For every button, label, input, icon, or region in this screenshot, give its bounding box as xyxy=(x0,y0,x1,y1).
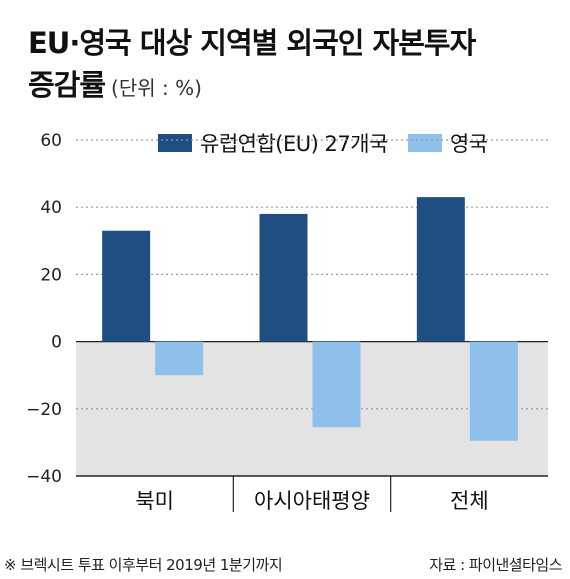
legend-label-eu: 유럽연합(EU) 27개국 xyxy=(200,132,388,156)
chart-title: EU·영국 대상 지역별 외국인 자본투자 증감률 (단위 : %) xyxy=(28,22,476,109)
y-tick-label: −20 xyxy=(26,400,62,420)
footnote: ※ 브렉시트 투표 이후부터 2019년 1분기까지 xyxy=(4,556,283,574)
bar-eu-2 xyxy=(416,197,465,342)
source-credit: 자료 : 파이낸셜타임스 xyxy=(429,556,562,574)
y-tick-label: 0 xyxy=(51,333,62,353)
legend-item-uk: 영국 xyxy=(407,128,488,158)
legend-item-eu: 유럽연합(EU) 27개국 xyxy=(158,128,388,158)
x-category-label: 아시아태평양 xyxy=(254,489,370,513)
y-tick-label: −40 xyxy=(26,467,62,487)
bar-uk-1 xyxy=(312,341,361,428)
y-tick-label: 20 xyxy=(40,265,62,285)
bar-uk-2 xyxy=(469,341,518,441)
title-line2-text: 증감률 xyxy=(28,68,106,102)
y-tick-label: 40 xyxy=(40,198,62,218)
legend-swatch-eu xyxy=(158,134,192,152)
title-line1: EU·영국 대상 지역별 외국인 자본투자 xyxy=(28,26,476,60)
bar-uk-0 xyxy=(155,341,204,376)
x-category-label: 북미 xyxy=(135,489,174,513)
x-category-label: 전체 xyxy=(450,489,489,513)
legend: 유럽연합(EU) 27개국 영국 xyxy=(158,128,507,158)
legend-swatch-uk xyxy=(407,134,442,152)
bar-eu-0 xyxy=(102,230,151,342)
unit-label: (단위 : %) xyxy=(111,76,202,100)
title-line2: 증감률 (단위 : %) xyxy=(28,64,475,109)
y-tick-label: 60 xyxy=(40,131,62,151)
legend-label-uk: 영국 xyxy=(449,132,488,156)
bar-eu-1 xyxy=(259,213,308,342)
